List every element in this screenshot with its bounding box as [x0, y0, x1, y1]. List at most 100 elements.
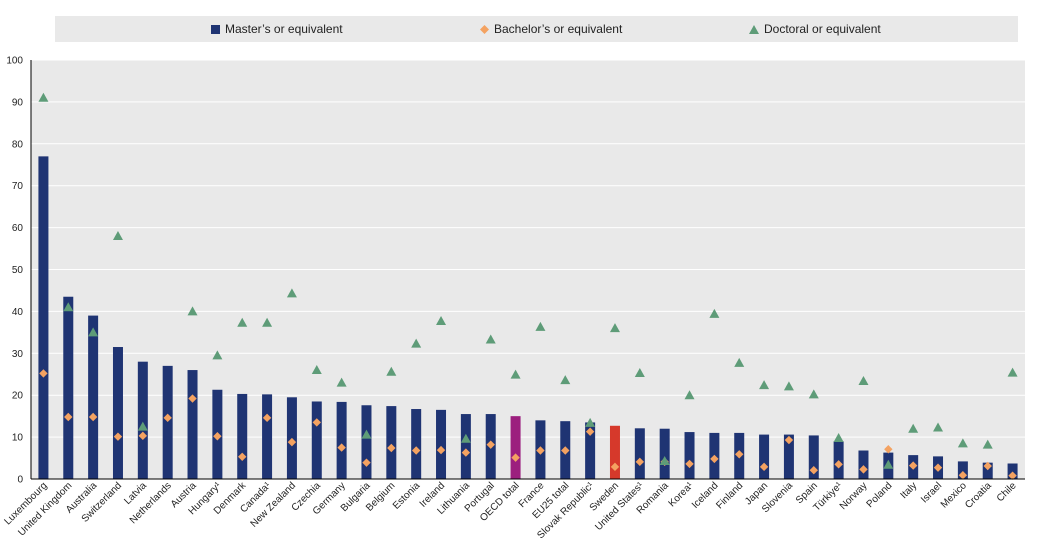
bar-masters: [237, 393, 248, 479]
legend-item-masters: Master’s or equivalent: [211, 16, 343, 42]
triangle-doctoral: [609, 323, 620, 333]
bar-masters: [1007, 463, 1018, 479]
diamond-bachelors: [39, 369, 48, 378]
triangle-doctoral: [361, 429, 372, 439]
legend-item-doctoral: Doctoral or equivalent: [749, 16, 881, 42]
bar-masters: [88, 315, 99, 479]
bar-masters: [609, 425, 620, 479]
y-tick-label: 10: [12, 433, 24, 444]
bar-masters: [759, 434, 770, 479]
diamond-bachelors: [287, 437, 297, 447]
bar-masters: [460, 414, 471, 479]
bar-masters: [63, 296, 74, 479]
diamond-bachelors: [411, 446, 421, 455]
bar-masters: [38, 156, 49, 479]
triangle-doctoral: [336, 377, 347, 387]
bar-masters: [187, 370, 198, 479]
diamond-bachelors: [113, 432, 123, 441]
bar-masters: [982, 462, 993, 479]
bar-masters: [659, 428, 670, 479]
triangle-doctoral: [237, 317, 248, 327]
triangle-doctoral: [634, 367, 645, 377]
triangle-doctoral: [982, 439, 993, 449]
diamond-bachelors: [88, 412, 98, 422]
bar-masters: [634, 428, 645, 479]
legend-label-masters: Master’s or equivalent: [225, 22, 343, 36]
y-tick-label: 80: [12, 139, 24, 150]
diamond-bachelors: [486, 440, 495, 449]
diamond-bachelors: [337, 443, 346, 452]
bar-masters: [137, 361, 148, 479]
triangle-doctoral: [833, 432, 844, 442]
diamond-bachelors: [908, 461, 918, 470]
diamond-bachelors: [784, 435, 794, 445]
triangle-doctoral: [286, 288, 297, 298]
y-tick-label: 20: [12, 391, 24, 402]
triangle-doctoral: [933, 422, 944, 432]
bar-masters: [684, 432, 695, 479]
legend-diamond-marker: [480, 24, 489, 34]
triangle-doctoral: [212, 350, 223, 360]
legend: Master’s or equivalent Bachelor’s or equ…: [55, 16, 1018, 42]
diamond-bachelors: [685, 459, 694, 469]
legend-triangle-marker: [749, 24, 759, 34]
triangle-doctoral: [535, 321, 546, 331]
triangle-doctoral: [137, 421, 148, 431]
diamond-bachelors: [436, 445, 446, 455]
diamond-bachelors: [511, 453, 520, 462]
diamond-bachelors: [312, 418, 321, 427]
category-label: Italy: [899, 480, 920, 501]
diamond-bachelors: [64, 412, 73, 422]
triangle-doctoral: [659, 455, 670, 465]
bar-masters: [585, 422, 596, 479]
category-label: Poland: [865, 480, 895, 510]
diamond-bachelors: [387, 443, 396, 453]
bar-masters: [336, 401, 347, 479]
triangle-doctoral: [436, 316, 447, 326]
triangle-doctoral: [1007, 367, 1018, 377]
diamond-bachelors: [933, 463, 943, 472]
bar-masters: [411, 409, 422, 479]
diamond-bachelors: [834, 460, 843, 469]
bar-masters: [262, 394, 273, 479]
triangle-doctoral: [411, 338, 422, 348]
y-tick-label: 30: [12, 349, 24, 360]
y-tick-label: 60: [12, 223, 24, 234]
triangle-doctoral: [783, 381, 794, 391]
triangle-doctoral: [485, 334, 496, 344]
legend-square-marker: [211, 24, 220, 34]
triangle-doctoral: [808, 389, 819, 399]
category-label: Chile: [995, 480, 1019, 504]
bar-masters: [808, 435, 819, 479]
diamond-bachelors: [213, 432, 222, 441]
diamond-bachelors: [1008, 471, 1017, 480]
category-label: Finland: [714, 480, 745, 511]
triangle-doctoral: [510, 369, 521, 379]
triangle-doctoral: [734, 357, 745, 367]
diamond-bachelors: [983, 461, 992, 471]
legend-item-bachelors: Bachelor’s or equivalent: [480, 16, 622, 42]
diamond-bachelors: [735, 450, 744, 459]
diamond-bachelors: [238, 452, 247, 461]
triangle-doctoral: [88, 327, 99, 337]
triangle-doctoral: [460, 433, 471, 443]
diamond-bachelors: [138, 431, 148, 441]
bar-masters: [510, 416, 521, 479]
triangle-doctoral: [112, 230, 123, 240]
diamond-bachelors: [809, 466, 818, 475]
category-label: Croatia: [963, 480, 994, 511]
bar-masters: [858, 450, 869, 479]
bar-masters: [436, 409, 447, 479]
diamond-bachelors: [163, 413, 172, 423]
legend-label-bachelors: Bachelor’s or equivalent: [494, 22, 623, 36]
bar-masters: [311, 401, 322, 479]
y-tick-label: 90: [12, 97, 24, 108]
diamond-bachelors: [585, 427, 595, 436]
bar-masters: [386, 406, 397, 479]
triangle-doctoral: [957, 438, 968, 448]
bar-masters: [361, 405, 372, 479]
triangle-doctoral: [858, 375, 869, 385]
y-tick-label: 50: [12, 265, 24, 276]
